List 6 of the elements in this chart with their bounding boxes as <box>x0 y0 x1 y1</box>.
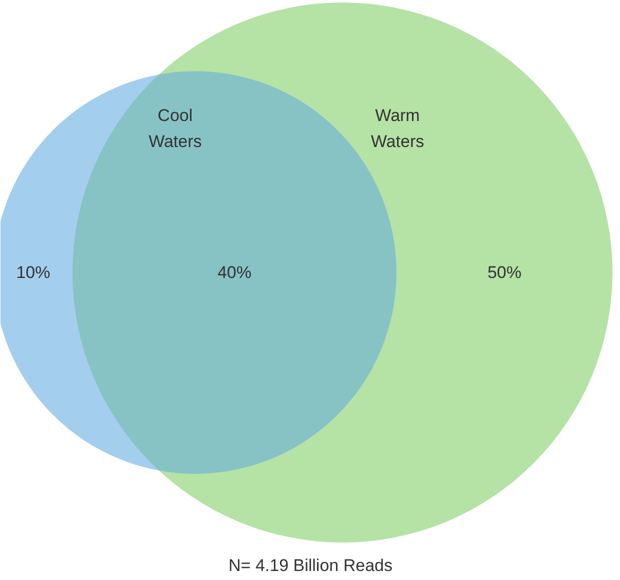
text: N= 4.19 Billion Reads <box>228 556 392 575</box>
text: Warm Waters <box>370 106 424 152</box>
data-label: 40% <box>217 263 252 282</box>
text: Cool Waters <box>148 106 202 152</box>
data-label: 50% <box>487 263 522 282</box>
data-label: 10% <box>16 263 50 282</box>
